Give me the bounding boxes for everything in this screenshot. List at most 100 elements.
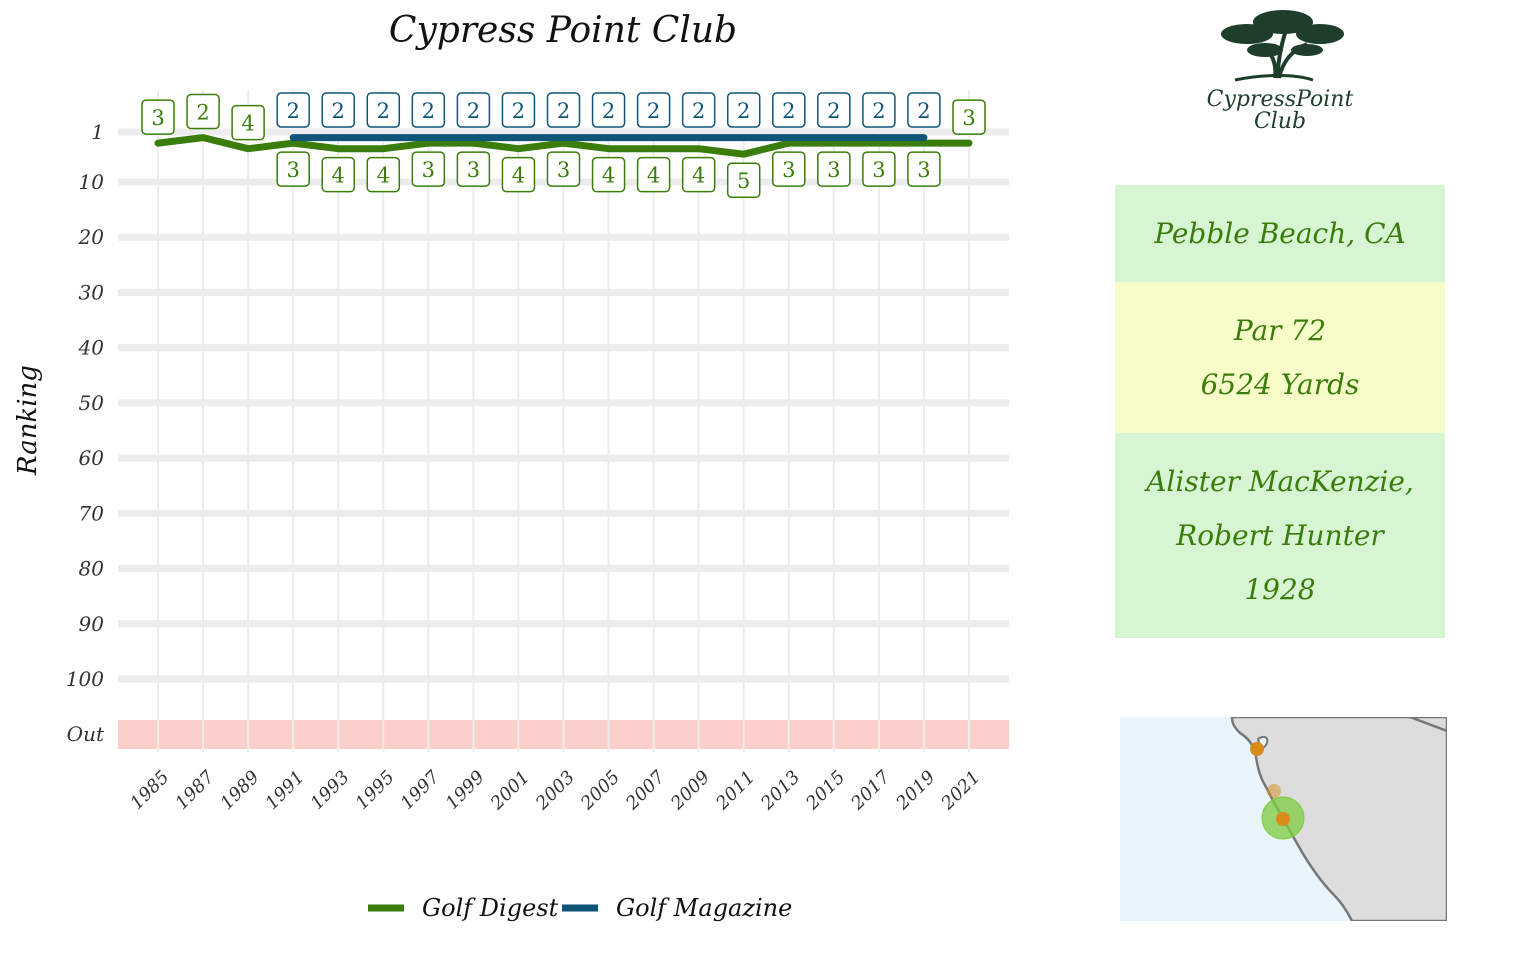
data-label-box [772,151,806,187]
y-tick-60: 60 [79,446,105,470]
data-label-text: 3 [151,106,164,130]
data-label-text: 2 [647,99,660,123]
data-label-golf-magazine-1997: 2 [411,92,446,128]
data-label-golf-magazine-2007: 2 [636,92,671,128]
data-label-text: 2 [692,99,705,123]
data-label-text: 4 [647,164,660,188]
data-label-box [501,92,536,128]
x-tick-2015: 2015 [801,767,849,815]
club-logo: CypressPoint Club [1195,4,1365,134]
data-label-text: 2 [286,99,299,123]
x-tick-1985: 1985 [126,767,173,814]
data-label-box [276,151,310,187]
data-label-box [456,151,491,187]
data-labels: 3 2 4 3 4 4 3 3 4 3 4 4 4 5 3 3 3 3 3 2 2 2 2 2 2 2 2 2 2 2 2 2 2 2 [141,92,986,198]
course-location: Pebble Beach, CA [1154,216,1406,250]
y-axis-ticks: 1 10 20 30 40 50 60 70 80 90 100 Out [66,120,105,746]
map-marker-course [1276,812,1290,826]
map-state-border [1409,715,1448,733]
x-gridlines [157,90,970,752]
data-label-box [636,92,671,128]
info-par-box: Par 72 6524 Yards [1115,282,1445,433]
data-label-golf-magazine-2017: 2 [862,92,896,128]
x-tick-2019: 2019 [892,767,940,815]
cypress-tree-icon [1221,10,1344,82]
data-label-box [907,92,941,128]
x-tick-1997: 1997 [397,766,445,814]
legend-label-golf-magazine: Golf Magazine [616,894,792,922]
data-label-box [321,92,355,128]
data-label-golf-digest-1989: 4 [231,104,265,141]
course-par: Par 72 [1233,313,1327,347]
course-architect-1: Alister MacKenzie, [1146,464,1414,498]
data-label-golf-digest-2017: 3 [862,151,896,187]
x-tick-1999: 1999 [442,767,489,814]
data-label-golf-digest-1991: 3 [276,151,310,187]
y-tick-10: 10 [79,170,105,194]
x-tick-2011: 2011 [711,767,759,815]
logo-text-line2: Club [1254,109,1306,134]
data-label-golf-digest-2013: 3 [772,151,806,187]
data-label-text: 2 [782,99,795,123]
y-tick-80: 80 [79,557,105,581]
chart-title: Cypress Point Club [389,10,737,51]
data-label-golf-magazine-2003: 2 [546,92,581,128]
data-label-box [636,156,671,193]
data-label-golf-digest-1999: 3 [456,151,491,187]
x-tick-2009: 2009 [666,767,714,815]
data-label-box [726,92,761,128]
x-tick-1989: 1989 [216,767,263,814]
data-label-text: 3 [782,158,795,182]
legend-label-golf-digest: Golf Digest [422,894,559,922]
data-label-golf-digest-2015: 3 [817,151,851,187]
course-architect-2: Robert Hunter [1176,518,1384,552]
data-label-text: 4 [602,164,615,188]
data-label-text: 2 [332,99,345,123]
location-map [1120,715,1449,923]
data-label-box [366,156,401,193]
course-year: 1928 [1244,572,1316,606]
data-label-text: 2 [422,99,435,123]
x-tick-2003: 2003 [531,767,579,815]
data-label-golf-digest-2005: 4 [591,156,626,193]
y-tick-90: 90 [79,612,105,636]
data-label-golf-magazine-1991: 2 [276,92,310,128]
data-label-golf-digest-2007: 4 [636,156,671,193]
logo-text-line1: CypressPoint [1207,87,1354,112]
data-label-golf-magazine-2019: 2 [907,92,941,128]
data-label-golf-magazine-1995: 2 [366,92,401,128]
data-label-box [681,92,716,128]
series-line-golf-digest [154,134,973,158]
data-label-text: 4 [377,164,390,188]
data-label-golf-digest-1993: 4 [321,156,355,193]
data-label-box [817,92,851,128]
data-label-box [952,99,986,135]
data-label-box [366,92,401,128]
x-tick-2013: 2013 [756,767,804,815]
y-tick-50: 50 [79,391,105,415]
data-label-box [591,156,626,193]
data-label-text: 3 [286,158,299,182]
data-label-text: 4 [512,164,525,188]
y-tick-40: 40 [78,336,105,360]
y-tick-30: 30 [79,280,105,304]
data-label-text: 2 [512,99,525,123]
data-label-text: 5 [737,169,750,193]
data-label-text: 2 [602,99,615,123]
data-label-box [546,151,581,187]
data-label-text: 3 [422,158,435,182]
x-tick-2017: 2017 [846,766,894,814]
data-label-text: 3 [557,158,570,182]
data-label-box [772,92,806,128]
data-label-text: 3 [827,158,840,182]
data-label-golf-digest-2011: 5 [726,162,761,198]
data-label-box [501,156,536,193]
data-label-box [817,151,851,187]
data-label-box [411,151,446,187]
data-label-golf-magazine-2001: 2 [501,92,536,128]
data-label-text: 2 [917,99,930,123]
map-marker-1 [1250,742,1264,756]
x-tick-1991: 1991 [261,767,308,814]
y-tick-out: Out [67,722,105,746]
